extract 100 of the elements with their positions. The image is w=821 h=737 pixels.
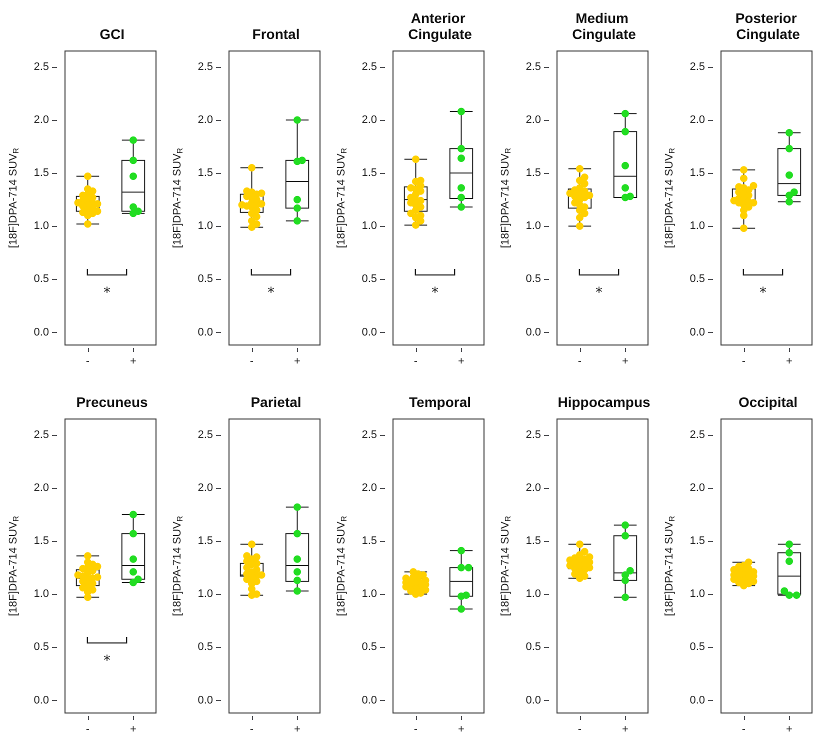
y-tick-label: 0.5	[198, 273, 213, 286]
y-tick-label: 0.5	[526, 641, 541, 654]
y-tick-label: 1.0	[34, 220, 49, 232]
y-tick-label: 1.5	[690, 167, 705, 180]
x-tick-label: -	[250, 356, 254, 368]
y-tick-label: 0.5	[526, 273, 541, 286]
y-tick-label: 2.0	[198, 482, 213, 494]
annotation: *	[432, 284, 438, 301]
x-tick-label: -	[86, 724, 90, 736]
y-tick-label: 2.5	[198, 60, 213, 73]
x-tick-label: +	[622, 724, 628, 736]
x-tick-label: -	[250, 724, 254, 736]
y-tick-label: 1.0	[526, 220, 541, 232]
chart-title: Posterior Cingulate	[735, 10, 801, 42]
y-tick-label: 2.0	[198, 114, 213, 126]
y-tick-label: 0.0	[690, 694, 705, 706]
x-tick-label: +	[458, 356, 464, 368]
x-tick-label: -	[414, 356, 418, 368]
x-tick-label: +	[622, 356, 628, 368]
y-tick-label: 2.0	[362, 482, 377, 494]
y-axis-title: [18F]DPA-714 SUVR	[336, 516, 348, 616]
y-tick-label: 2.5	[198, 428, 213, 441]
annotation: *	[104, 652, 110, 669]
chart-title: Occipital	[738, 394, 798, 410]
y-tick-label: 1.0	[198, 220, 213, 232]
y-tick-label: 0.0	[526, 694, 541, 706]
chart-title: Precuneus	[76, 394, 148, 410]
chart-title: Hippocampus	[558, 394, 650, 410]
y-axis-title: [18F]DPA-714 SUVR	[8, 516, 20, 616]
x-tick-label: +	[294, 724, 300, 736]
y-tick-label: 2.0	[362, 114, 377, 126]
y-tick-label: 1.0	[690, 588, 705, 600]
y-tick-label: 2.0	[34, 482, 49, 494]
x-tick-label: -	[86, 356, 90, 368]
annotation: *	[760, 284, 766, 301]
y-tick-label: 0.0	[198, 694, 213, 706]
y-tick-label: 2.5	[362, 60, 377, 73]
y-tick-label: 0.5	[362, 273, 377, 286]
annotation: *	[596, 284, 602, 301]
y-tick-label: 2.5	[526, 428, 541, 441]
y-tick-label: 1.5	[526, 535, 541, 548]
x-tick-label: +	[130, 724, 136, 736]
x-tick-label: -	[742, 356, 746, 368]
y-tick-label: 0.0	[690, 326, 705, 338]
annotation: *	[268, 284, 274, 301]
y-tick-label: 0.5	[362, 641, 377, 654]
y-tick-label: 2.0	[34, 114, 49, 126]
y-tick-label: 1.0	[198, 588, 213, 600]
chart-title: GCI	[100, 26, 124, 42]
y-tick-label: 2.5	[34, 428, 49, 441]
y-tick-label: 0.0	[362, 326, 377, 338]
y-tick-label: 0.5	[198, 641, 213, 654]
y-tick-label: 2.5	[34, 60, 49, 73]
y-tick-label: 1.5	[34, 167, 49, 180]
y-tick-label: 1.0	[34, 588, 49, 600]
y-tick-label: 1.5	[690, 535, 705, 548]
x-tick-label: +	[294, 356, 300, 368]
x-tick-label: +	[786, 356, 792, 368]
y-tick-label: 0.5	[690, 273, 705, 286]
y-axis-title: [18F]DPA-714 SUVR	[500, 516, 512, 616]
x-tick-label: -	[414, 724, 418, 736]
y-tick-label: 1.0	[526, 588, 541, 600]
y-tick-label: 1.5	[34, 535, 49, 548]
y-tick-label: 2.0	[690, 482, 705, 494]
y-axis-title: [18F]DPA-714 SUVR	[664, 516, 676, 616]
x-tick-label: -	[742, 724, 746, 736]
y-tick-label: 0.5	[34, 641, 49, 654]
y-axis-title: [18F]DPA-714 SUVR	[172, 516, 184, 616]
x-tick-label: -	[578, 356, 582, 368]
y-tick-label: 2.5	[362, 428, 377, 441]
y-tick-label: 1.5	[198, 167, 213, 180]
chart-title: Frontal	[252, 26, 300, 42]
x-tick-label: +	[130, 356, 136, 368]
y-tick-label: 1.0	[362, 220, 377, 232]
chart-title: Temporal	[409, 394, 471, 410]
x-tick-label: +	[786, 724, 792, 736]
y-axis-title: [18F]DPA-714 SUVR	[664, 148, 676, 248]
y-tick-label: 1.0	[362, 588, 377, 600]
y-tick-label: 0.0	[526, 326, 541, 338]
y-tick-label: 0.0	[34, 694, 49, 706]
y-tick-label: 2.5	[690, 428, 705, 441]
chart-title: Medium Cingulate	[572, 10, 636, 42]
y-tick-label: 2.0	[690, 114, 705, 126]
y-tick-label: 0.5	[34, 273, 49, 286]
y-tick-label: 0.5	[690, 641, 705, 654]
x-tick-label: -	[578, 724, 582, 736]
chart-title: Anterior Cingulate	[408, 10, 472, 42]
y-tick-label: 2.5	[690, 60, 705, 73]
chart-title: Parietal	[250, 394, 302, 410]
y-tick-label: 0.0	[362, 694, 377, 706]
y-tick-label: 1.0	[690, 220, 705, 232]
annotation: *	[104, 284, 110, 301]
y-tick-label: 2.0	[526, 114, 541, 126]
y-axis-title: [18F]DPA-714 SUVR	[8, 148, 20, 248]
y-tick-label: 1.5	[198, 535, 213, 548]
y-tick-label: 2.5	[526, 60, 541, 73]
y-tick-label: 1.5	[362, 535, 377, 548]
y-tick-label: 1.5	[526, 167, 541, 180]
y-tick-label: 0.0	[34, 326, 49, 338]
y-tick-label: 1.5	[362, 167, 377, 180]
